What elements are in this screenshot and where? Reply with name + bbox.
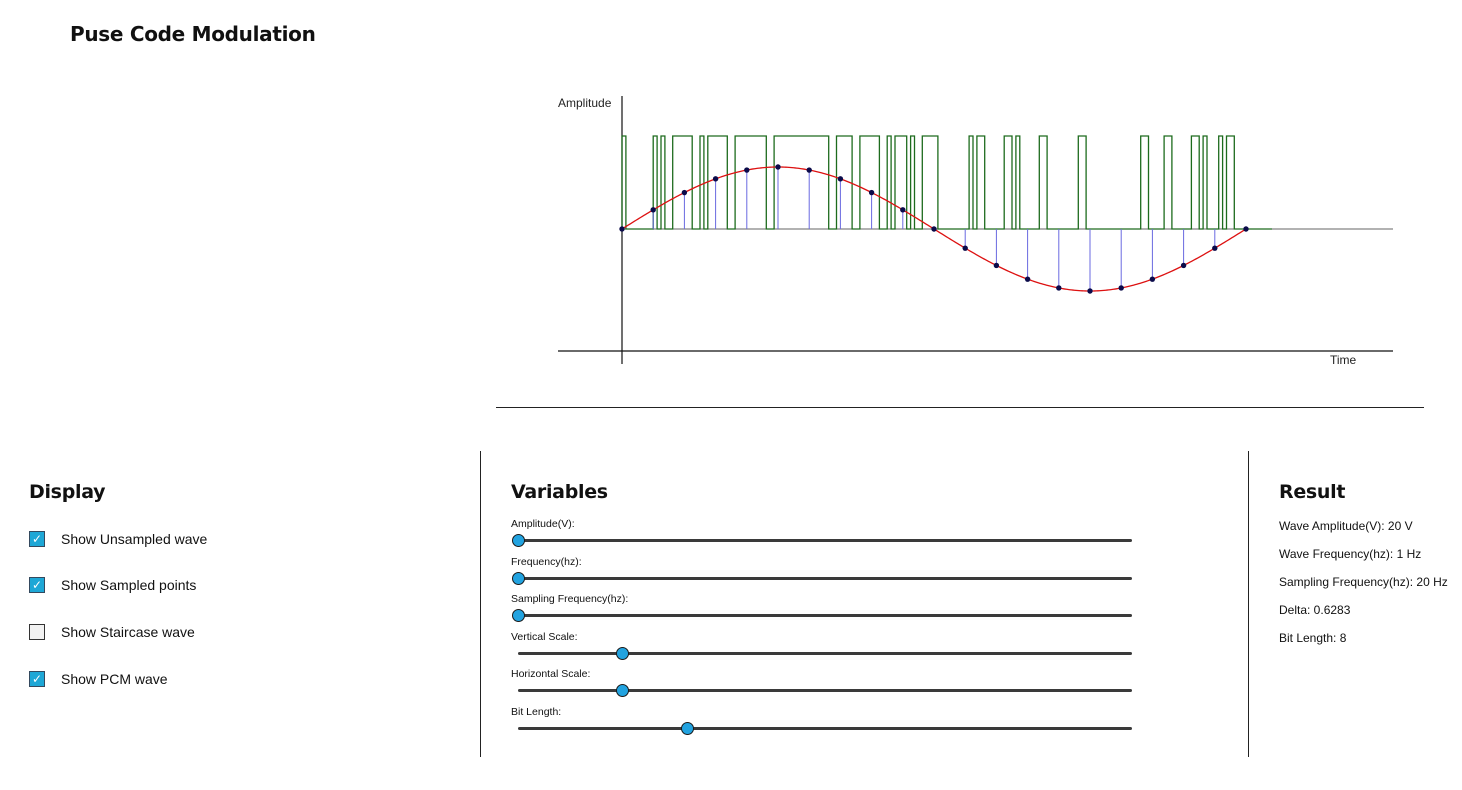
- sample-point: [744, 167, 750, 173]
- sample-point: [619, 226, 625, 232]
- checkbox-sampled-points[interactable]: ✓: [29, 577, 45, 593]
- sample-point: [931, 226, 937, 232]
- sample-point: [1024, 276, 1031, 282]
- sample-point: [1243, 226, 1249, 232]
- show-staircase-wave-toggle[interactable]: Show Staircase wave: [29, 622, 195, 642]
- x-axis-label: Time: [1330, 353, 1357, 367]
- sample-point: [650, 207, 656, 213]
- slider-thumb[interactable]: [616, 684, 630, 697]
- sample-point: [1056, 285, 1062, 291]
- amplitude-slider[interactable]: [512, 534, 1132, 547]
- sample-point: [1087, 288, 1093, 294]
- pcm-plot: Amplitude Time: [558, 96, 1393, 367]
- show-sampled-points-toggle[interactable]: ✓ Show Sampled points: [29, 575, 196, 595]
- result-heading: Result: [1279, 481, 1346, 503]
- result-sampling-frequency: Sampling Frequency(hz): 20 Hz: [1279, 575, 1448, 589]
- sample-point: [775, 164, 781, 170]
- sample-point: [868, 189, 875, 196]
- y-axis-label: Amplitude: [558, 96, 612, 110]
- variables-heading: Variables: [511, 481, 608, 503]
- result-wave-frequency: Wave Frequency(hz): 1 Hz: [1279, 547, 1422, 561]
- slider-thumb[interactable]: [512, 572, 525, 585]
- checkbox-staircase-wave[interactable]: [29, 624, 45, 640]
- vertical-scale-slider[interactable]: [518, 647, 1132, 660]
- checkmark-icon: ✓: [31, 578, 43, 592]
- panel-divider-right: [1248, 451, 1249, 757]
- pcm-wave-line: [621, 135, 1272, 230]
- sample-point: [900, 207, 906, 213]
- display-heading: Display: [29, 481, 106, 503]
- sample-point: [712, 176, 719, 182]
- slider-thumb[interactable]: [512, 534, 525, 547]
- slider-thumb[interactable]: [512, 609, 525, 622]
- checkmark-icon: ✓: [31, 532, 43, 546]
- checkbox-label: Show Sampled points: [61, 577, 197, 593]
- checkbox-unsampled-wave[interactable]: ✓: [29, 531, 45, 547]
- show-unsampled-wave-toggle[interactable]: ✓ Show Unsampled wave: [29, 529, 207, 549]
- sample-point: [681, 189, 688, 196]
- horizontal-scale-slider[interactable]: [518, 684, 1132, 697]
- slider-thumb[interactable]: [616, 647, 630, 660]
- bit-length-label: Bit Length:: [511, 706, 562, 718]
- result-bit-length: Bit Length: 8: [1279, 631, 1347, 645]
- sampling-frequency-slider[interactable]: [512, 609, 1132, 622]
- frequency-label: Frequency(hz):: [511, 556, 582, 568]
- sample-point: [1212, 245, 1218, 251]
- sample-point: [837, 176, 844, 182]
- page-title: Puse Code Modulation: [70, 22, 316, 46]
- sampling-frequency-label: Sampling Frequency(hz):: [511, 593, 629, 605]
- checkbox-pcm-wave[interactable]: ✓: [29, 671, 45, 687]
- checkmark-icon: ✓: [31, 672, 43, 686]
- slider-thumb[interactable]: [680, 722, 694, 735]
- vertical-scale-label: Vertical Scale:: [511, 631, 578, 643]
- sample-point: [1118, 285, 1124, 291]
- plot-divider: [496, 407, 1424, 408]
- result-wave-amplitude: Wave Amplitude(V): 20 V: [1279, 519, 1413, 533]
- checkbox-label: Show Unsampled wave: [61, 531, 208, 547]
- checkbox-label: Show Staircase wave: [61, 624, 195, 640]
- sample-point: [1149, 276, 1156, 282]
- bit-length-slider[interactable]: [518, 722, 1132, 735]
- horizontal-scale-label: Horizontal Scale:: [511, 668, 591, 680]
- sample-point: [806, 167, 812, 173]
- panel-divider-left: [480, 451, 481, 757]
- sample-point: [993, 262, 1000, 269]
- show-pcm-wave-toggle[interactable]: ✓ Show PCM wave: [29, 669, 168, 689]
- sample-point: [1180, 262, 1187, 269]
- result-delta: Delta: 0.6283: [1279, 603, 1351, 617]
- sample-point: [962, 245, 968, 251]
- checkbox-label: Show PCM wave: [61, 671, 168, 687]
- frequency-slider[interactable]: [512, 572, 1132, 585]
- amplitude-label: Amplitude(V):: [511, 518, 575, 530]
